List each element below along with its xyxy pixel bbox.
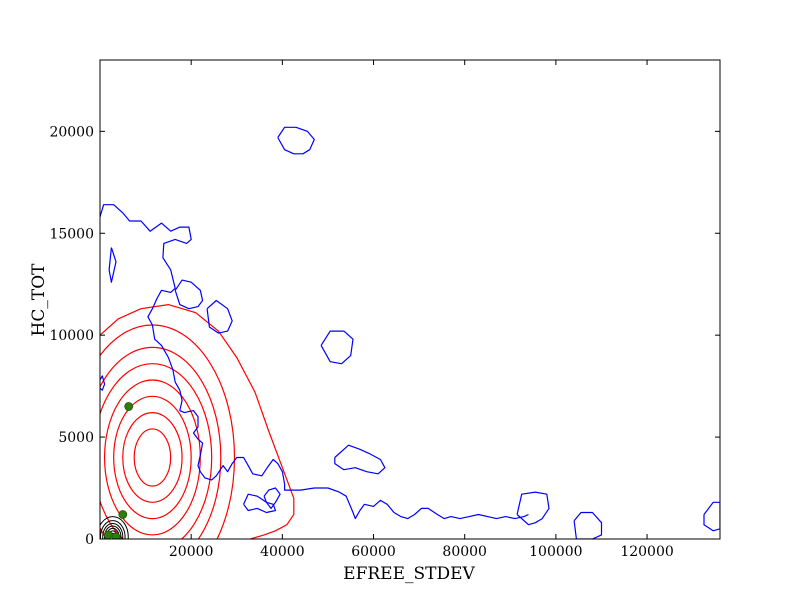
y-tick-label: 20000 [49,124,94,140]
data-point-4 [111,532,121,539]
blue-contour-2 [263,487,281,509]
red-contour-1 [133,428,172,487]
red-contour-4 [103,379,201,536]
red-contour-2 [122,412,183,503]
blue-contour-7 [206,299,233,334]
x-tick-label: 120000 [620,544,673,560]
plot-frame [99,59,721,540]
blue-contour-10 [334,444,386,475]
y-tick-label: 15000 [49,226,94,242]
blue-contour-8 [277,126,315,155]
red-contour-6 [100,346,222,539]
blue-contour-4 [100,375,106,391]
x-tick-label: 100000 [529,544,582,560]
y-tick-label: 0 [85,532,94,548]
red-contour-3 [113,395,192,520]
black-contour-7 [100,516,129,539]
red-contour-outer [100,303,295,539]
blue-contour-1 [100,204,529,520]
data-point-1 [124,402,134,411]
blue-contour-12 [573,511,603,539]
red-contour-5 [100,363,213,539]
blue-contour-13 [703,501,720,532]
data-point-3 [103,530,113,539]
data-point-2 [118,510,128,519]
blue-contour-5 [108,247,117,283]
blue-contour-3 [243,493,277,514]
y-axis-label: HC_TOT [29,263,49,337]
y-tick-label: 10000 [49,328,94,344]
x-tick-label: 20000 [169,544,214,560]
blue-contour-9 [320,330,354,365]
x-tick-label: 40000 [260,544,305,560]
axis-ticks: 20000 40000 60000 80000 100000 120000 0 5000 100… [49,60,720,560]
black-contour-5 [102,523,124,539]
y-tick-label: 5000 [58,430,94,446]
x-axis-label: EFREE_STDEV [343,564,475,584]
plot-area [100,126,720,539]
blue-contour-6 [174,279,204,310]
x-tick-label: 60000 [351,544,396,560]
x-tick-label: 80000 [442,544,487,560]
blue-contour-11 [516,491,550,526]
